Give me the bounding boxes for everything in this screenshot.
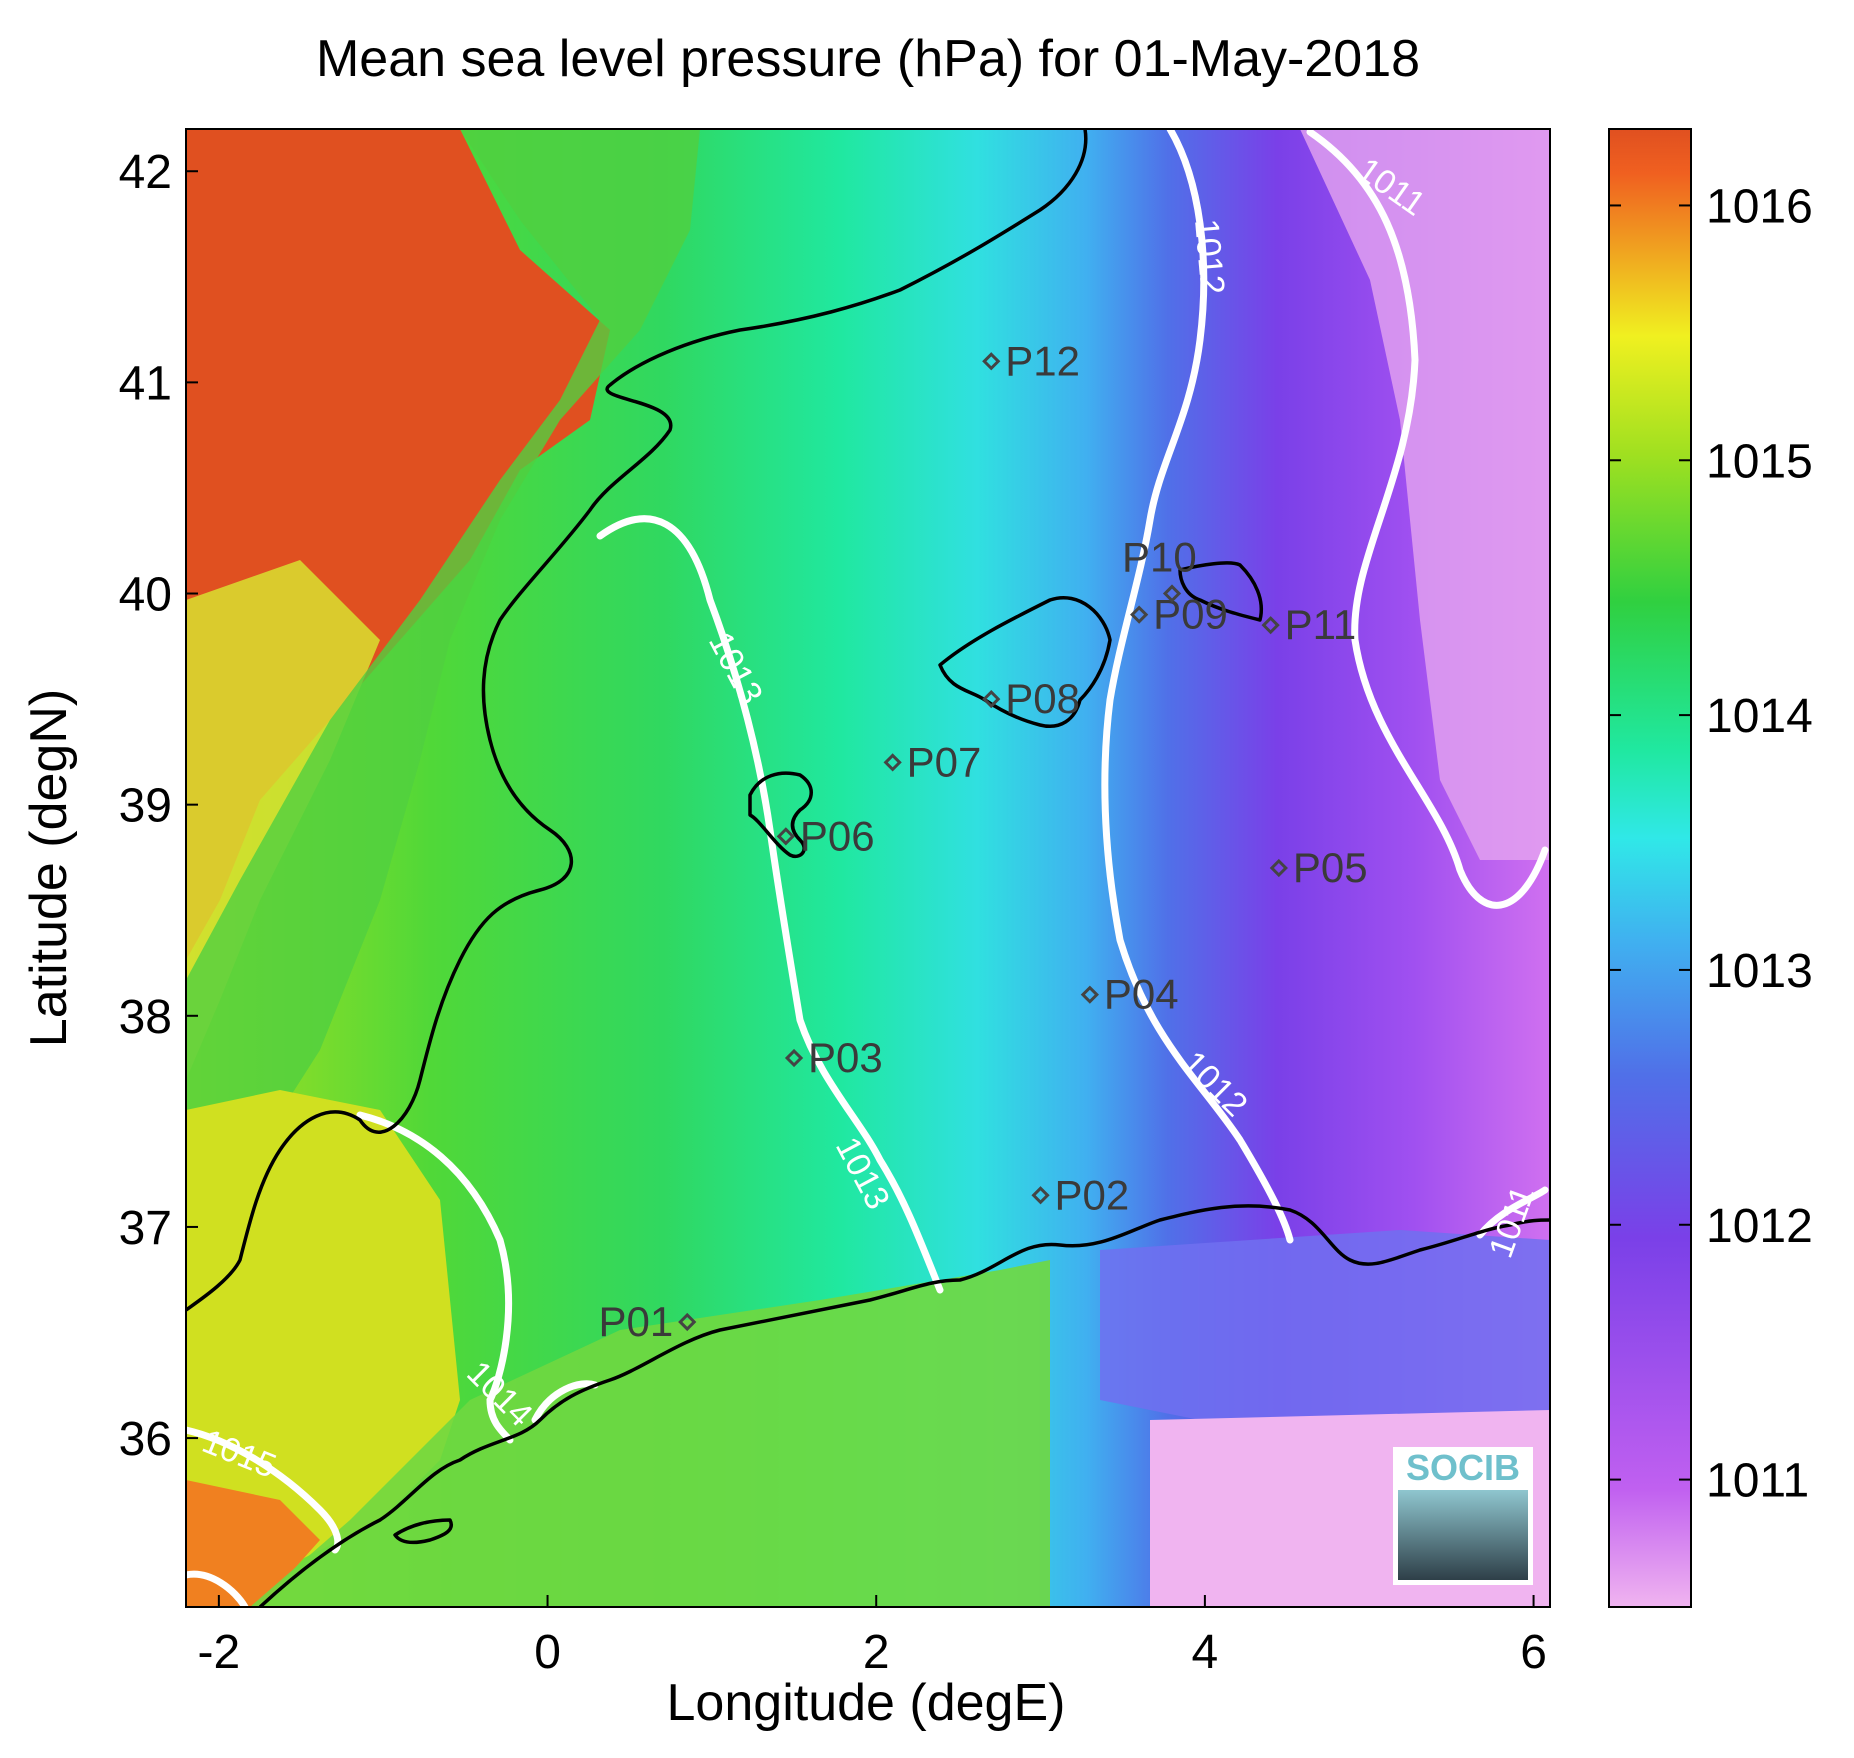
- station-label: P03: [808, 1034, 883, 1081]
- station-p10: P10: [1122, 534, 1197, 603]
- station-p03: P03: [784, 1034, 883, 1081]
- contour-1015: [186, 1426, 342, 1554]
- station-marker: [982, 689, 1001, 709]
- station-label: P02: [1055, 1171, 1130, 1218]
- station-p08: P08: [982, 675, 1080, 722]
- y-tick-label: 42: [119, 146, 172, 199]
- colorbar-tick-label: 1011: [1706, 1455, 1809, 1508]
- station-marker: [678, 1312, 697, 1332]
- contour-1011: [1306, 129, 1549, 909]
- y-tick-label: 41: [119, 357, 172, 410]
- station-p02: P02: [1031, 1171, 1130, 1218]
- station-label: P09: [1153, 591, 1228, 638]
- station-marker: [1261, 616, 1280, 635]
- land-iberia-green: [186, 129, 700, 1260]
- station-marker: [883, 753, 902, 772]
- contour-lines: [186, 129, 1549, 1607]
- station-marker: [1080, 985, 1099, 1004]
- station-marker: [1130, 605, 1149, 624]
- colorbar-tick-label: 1014: [1706, 690, 1813, 743]
- station-label: P12: [1005, 337, 1080, 384]
- station-label: P10: [1122, 534, 1197, 581]
- y-tick-label: 38: [119, 991, 172, 1044]
- coastline-ibiza: [748, 771, 813, 858]
- logo-gradient: [1398, 1490, 1528, 1580]
- colorbar-gradient: [1608, 128, 1692, 1608]
- colorbar-tick-label: 1012: [1706, 1200, 1813, 1253]
- x-axis-label: Longitude (degE): [667, 1674, 1066, 1732]
- contour-1011-east: [1476, 1186, 1549, 1239]
- socib-logo: SOCIB: [1393, 1447, 1533, 1585]
- colorbar-tick-label: 1015: [1706, 435, 1813, 488]
- contour-1014: [356, 1111, 514, 1444]
- station-marker: [776, 827, 795, 846]
- contour-1012: [1101, 129, 1294, 1244]
- plot-frame: [185, 128, 1551, 1608]
- coastline-north-africa: [258, 1204, 1550, 1607]
- station-p11: P11: [1261, 601, 1357, 648]
- station-marker: [784, 1048, 804, 1068]
- colorbar: 1011 1012 1013 1014 1015 1016: [1608, 128, 1813, 1608]
- chart-title: Mean sea level pressure (hPa) for 01-May…: [316, 30, 1420, 88]
- x-axis: -2 0 2 4 6: [198, 1595, 1547, 1679]
- station-label: P04: [1104, 971, 1179, 1018]
- station-label: P05: [1293, 844, 1368, 891]
- station-label: P07: [907, 738, 982, 785]
- x-tick-label: 4: [1192, 1626, 1219, 1679]
- coastline-menorca: [1178, 561, 1263, 622]
- station-label: P01: [598, 1298, 673, 1345]
- station-marker: [1162, 584, 1182, 603]
- x-tick-label: 2: [863, 1626, 890, 1679]
- station-p01: P01: [598, 1298, 697, 1345]
- station-label: P11: [1285, 601, 1357, 648]
- station-p05: P05: [1269, 844, 1368, 891]
- coastline-iberia-east: [186, 129, 1088, 1312]
- contour-1015-corner: [186, 1570, 249, 1607]
- contour-1014-loop: [531, 1380, 599, 1424]
- station-marker: [1031, 1186, 1050, 1205]
- coastline-group: [186, 129, 1550, 1607]
- colorbar-tick-label: 1013: [1706, 945, 1813, 998]
- station-p07: P07: [883, 738, 982, 785]
- colorbar-tick-label: 1016: [1706, 180, 1813, 233]
- colorbar-ticks: 1011 1012 1013 1014 1015 1016: [1609, 180, 1813, 1508]
- station-label: P06: [800, 812, 875, 859]
- station-label: P08: [1005, 675, 1080, 722]
- stations-layer: P01 P02 P03 P04 P05 P06 P07 P08 P09 P10 P11 P12: [598, 337, 1367, 1345]
- station-p06: P06: [776, 812, 875, 859]
- land-southwest-yellow: [186, 1090, 460, 1600]
- x-tick-label: 0: [534, 1626, 561, 1679]
- x-tick-label: -2: [198, 1626, 241, 1679]
- y-axis: 36 37 38 39 40 41 42: [119, 146, 198, 1466]
- y-axis-label: Latitude (degN): [20, 689, 78, 1047]
- y-tick-label: 40: [119, 569, 172, 622]
- station-p09: P09: [1130, 591, 1228, 638]
- station-marker: [982, 352, 1001, 371]
- station-p12: P12: [982, 337, 1080, 384]
- station-marker: [1269, 858, 1288, 878]
- logo-text: SOCIB: [1406, 1447, 1520, 1488]
- x-tick-label: 6: [1520, 1626, 1547, 1679]
- station-p04: P04: [1080, 971, 1179, 1018]
- contour-1013: [596, 515, 944, 1294]
- land-africa-east: [1100, 1230, 1550, 1420]
- y-tick-label: 39: [119, 780, 172, 833]
- y-tick-label: 37: [119, 1202, 172, 1255]
- sea-east-pink: [1300, 129, 1550, 860]
- contour-label: 1012: [1187, 217, 1231, 296]
- coastline-alboran: [393, 1518, 453, 1545]
- y-tick-label: 36: [119, 1413, 172, 1466]
